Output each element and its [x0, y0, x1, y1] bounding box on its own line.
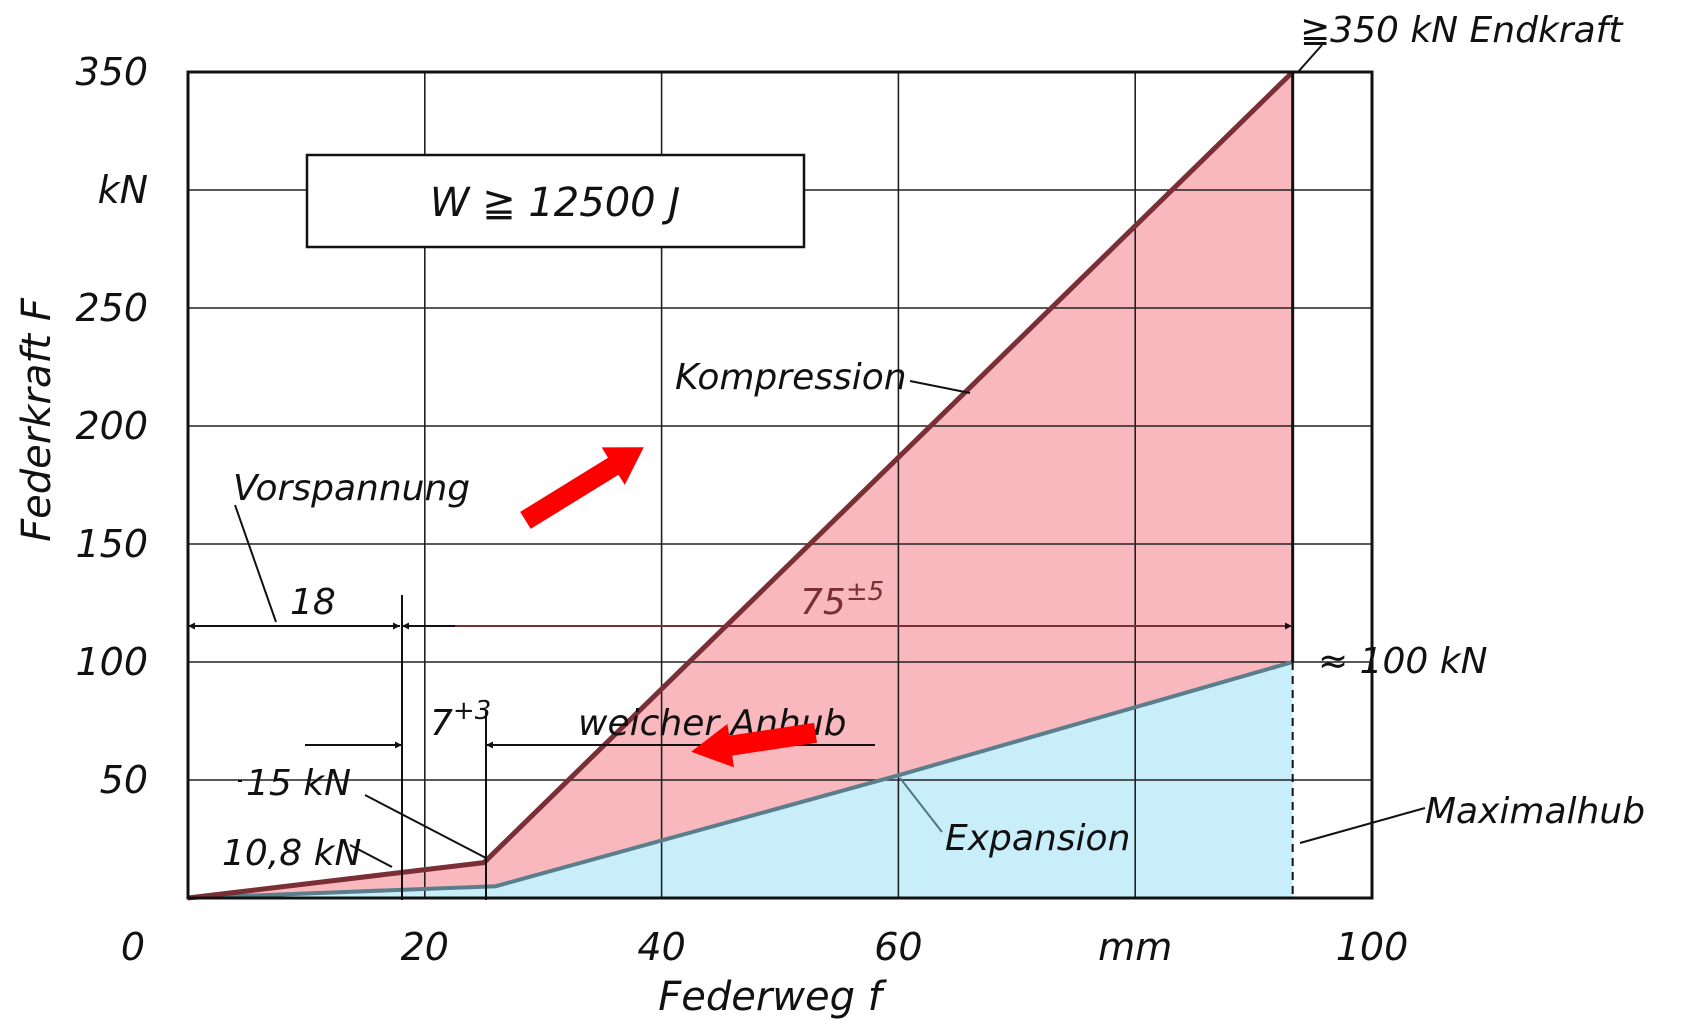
kompression-line: [187, 70, 1295, 901]
x-tick-label: 60: [874, 925, 922, 969]
expansion-leader: [899, 777, 943, 833]
y-axis-title: Federkraft F: [14, 297, 60, 542]
y-tick-label: kN: [98, 168, 148, 212]
endkraft-leader: [1297, 44, 1323, 73]
maximalhub-label: Maximalhub: [1425, 791, 1645, 832]
y-tick-label: 200: [75, 404, 148, 448]
dim-75-label: 75±5: [800, 577, 884, 623]
compression-direction-arrow: [520, 447, 644, 529]
y-tick-label: 150: [75, 522, 148, 566]
x-axis-title: Federweg f: [658, 974, 887, 1020]
label-15kn-leader: [364, 794, 487, 859]
energy-box: [305, 153, 806, 249]
x-tick-labels: 0 20 40 60 mm 100: [121, 925, 1408, 969]
x-tick-label: 20: [401, 925, 449, 969]
y-tick-label: 100: [75, 640, 148, 684]
expansion-line: [187, 660, 1294, 900]
y-tick-label: 50: [100, 758, 148, 802]
y-tick-label: 350: [75, 50, 148, 94]
y-tick-labels: 50 100 150 200 250 kN 350: [75, 50, 148, 802]
label-10-8kn: 10,8 kN: [222, 833, 361, 874]
dim-7-label: 7+3: [430, 696, 491, 744]
y-tick-label: 250: [75, 286, 148, 330]
x-tick-label: 0: [121, 925, 145, 969]
plot-frame: [186, 70, 1374, 900]
kompression-area: [188, 72, 1293, 898]
expansion-area: [188, 662, 1293, 898]
kompression-label: Kompression: [675, 357, 907, 398]
vorspannung-label: Vorspannung: [233, 468, 470, 509]
x-tick-label: mm: [1098, 925, 1172, 969]
vorspannung-leader: [234, 504, 277, 623]
approx-100kn-label: ≈ 100 kN: [1318, 641, 1488, 682]
endkraft-label: ≧350 kN Endkraft: [1300, 10, 1624, 51]
kompression-leader: [909, 380, 971, 394]
x-tick-label: 40: [637, 925, 685, 969]
expansion-label: Expansion: [945, 818, 1130, 859]
x-tick-label: 100: [1336, 925, 1409, 969]
expansion-direction-arrow: [691, 722, 817, 768]
label-15kn: 15 kN: [246, 763, 351, 804]
energy-box-label: W ≧ 12500 J: [430, 180, 680, 226]
label-10-8kn-leader: [349, 844, 393, 868]
dim-18-label: 18: [290, 582, 336, 623]
maximalhub-leader: [1299, 807, 1426, 844]
